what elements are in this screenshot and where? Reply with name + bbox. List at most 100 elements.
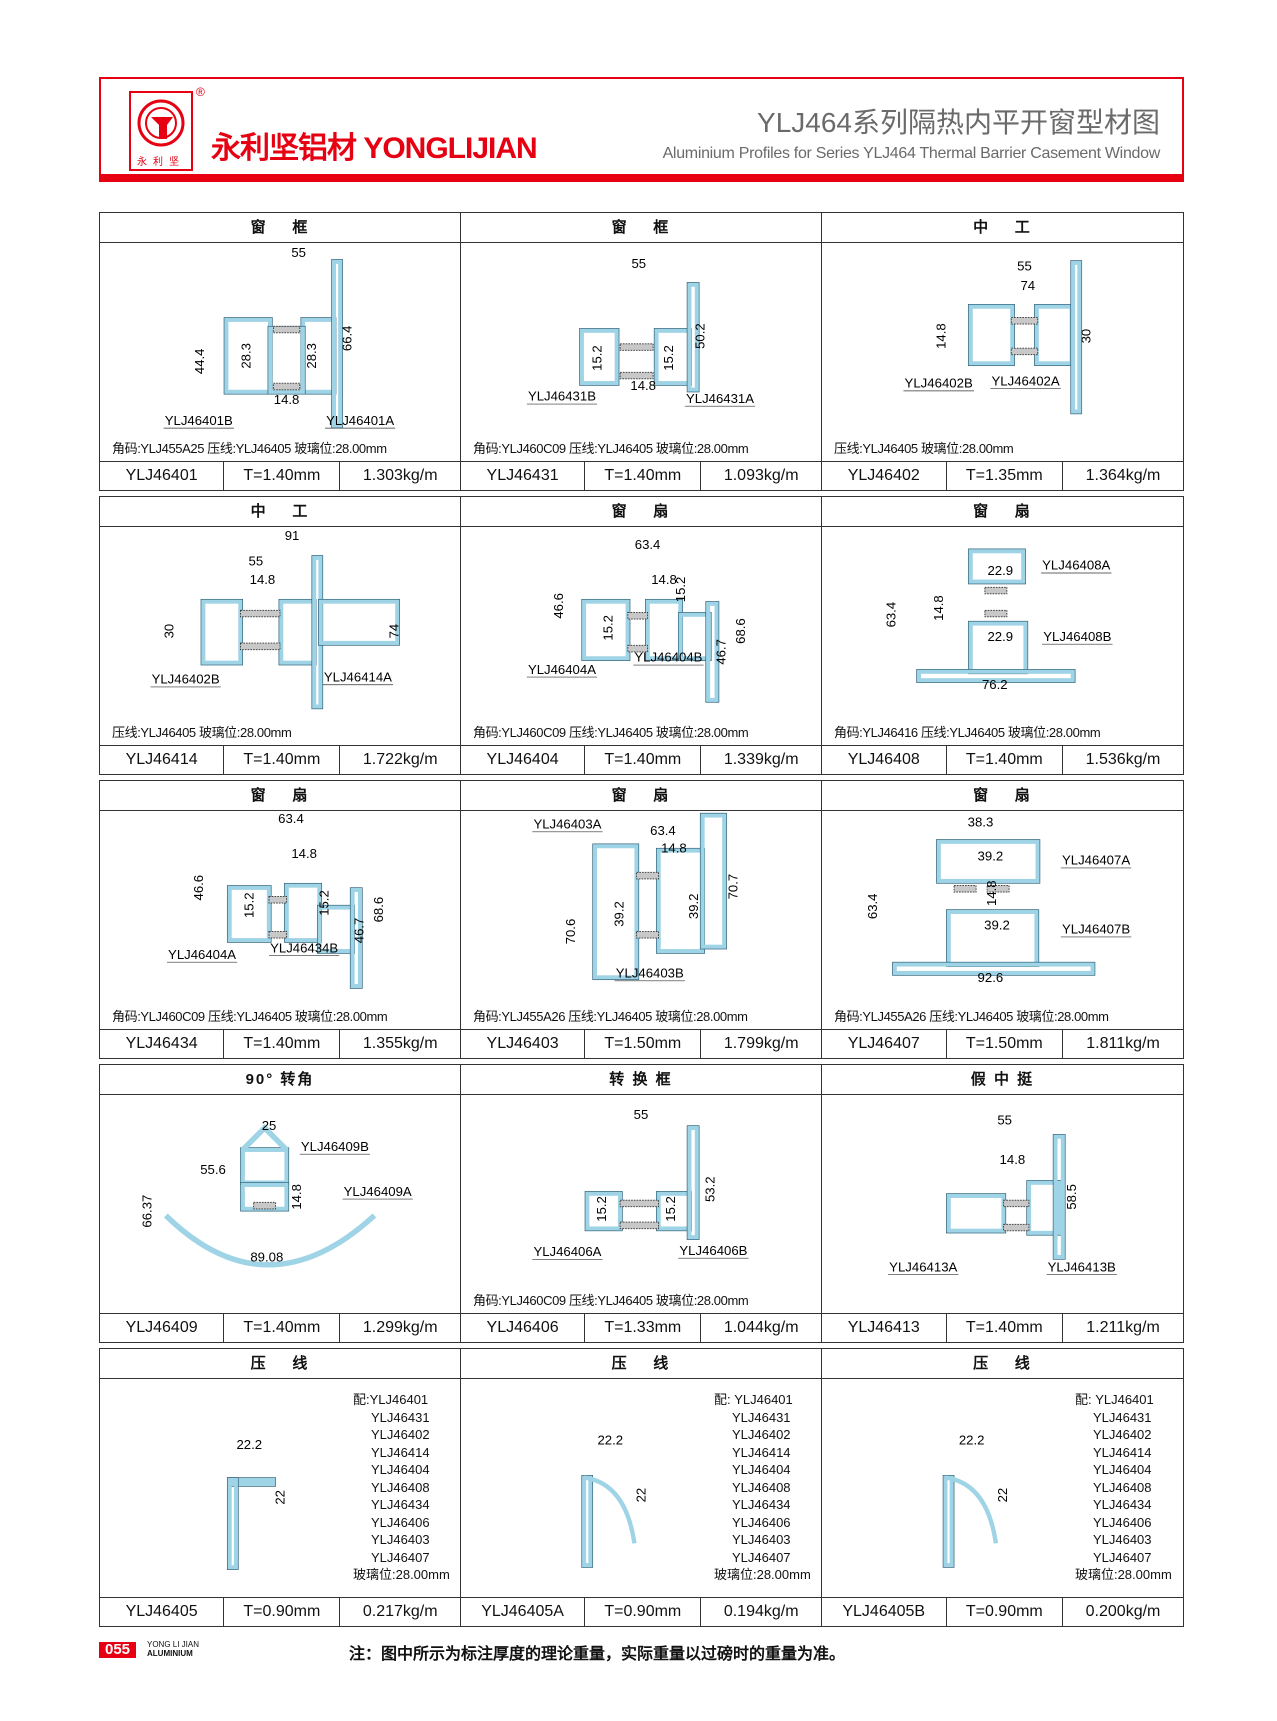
profile-weight: 1.299kg/m (362, 1319, 438, 1336)
compatible-profile: YLJ46404 (1092, 1462, 1152, 1477)
profile-cell: 窗 框 55 15.2 15.2 14.8 50.2 YLJ46431B YLJ46431A… (460, 213, 822, 490)
dimension-label: 70.7 (726, 874, 741, 900)
brand-name: 永利坚铝材 YONGLIJIAN (211, 132, 538, 165)
compatible-profile: YLJ46406 (371, 1514, 430, 1530)
profile-title: 压 线 (460, 1349, 821, 1379)
profile-title: 窗 框 (460, 213, 821, 243)
page-title: YLJ464系列隔热内平开窗型材图 Aluminium Profiles for… (662, 107, 1161, 162)
footer-note: 注：图中所示为标注厚度的理论重量，实际重量以过磅时的重量为准。 (349, 1646, 846, 1663)
profile-info-row: YLJ46403 T=1.50mm 1.799kg/m (460, 1029, 821, 1058)
profile-section (331, 259, 343, 429)
profile-apex (240, 1123, 289, 1152)
profile-drawing: 55 14.8 58.5 YLJ46413A YLJ46413B (888, 1113, 1117, 1275)
dimension-label: 91 (285, 528, 300, 543)
thermal-break-strip (984, 586, 1008, 595)
thermal-break-strip (619, 343, 654, 351)
profile-outline (705, 601, 720, 703)
profile-outline (278, 598, 317, 666)
dimension-label: 55 (291, 245, 306, 260)
profile-code: YLJ46405B (822, 1598, 947, 1626)
profile-thickness: T=1.40mm (224, 462, 341, 490)
profile-section (936, 839, 1040, 884)
profile-note: 压线:YLJ46405 玻璃位:28.00mm (833, 441, 1014, 456)
part-label: YLJ46414A (324, 669, 392, 684)
profile-info-row: YLJ46405A T=0.90mm 0.194kg/m (460, 1597, 821, 1626)
dimension-label: 68.6 (733, 618, 748, 644)
profile-drawing: 22.2 22 (581, 1433, 648, 1568)
profile-outline (686, 282, 700, 393)
profile-section (700, 813, 727, 950)
profile-info-row: YLJ46405 T=0.90mm 0.217kg/m (100, 1597, 460, 1626)
profile-cell: 窗 框 55 44.4 28.3 28.3 14.8 66.4 YLJ46401B YLJ46… (100, 213, 461, 490)
dimension-label: 14.8 (651, 572, 677, 587)
profile-cell: 窗 扇 63.4 14.8 70.7 39.2 39.2 70.6 YLJ46403A YLJ… (460, 781, 822, 1058)
dimension-label: 70.6 (563, 919, 578, 945)
part-label: YLJ46402B (905, 376, 973, 391)
profile-note: 角码:YLJ455A26 压线:YLJ46405 玻璃位:28.00mm (472, 1009, 748, 1024)
dimension-label: 28.3 (238, 343, 253, 369)
part-label: YLJ46431A (686, 391, 754, 406)
compatible-profile: YLJ46403 (371, 1532, 430, 1547)
compatible-profile: YLJ46414 (371, 1444, 430, 1460)
profile-section (350, 887, 363, 989)
compatible-profile: 玻璃位:28.00mm (1074, 1567, 1172, 1582)
profile-outline (686, 1125, 700, 1240)
part-label: YLJ46407B (1062, 922, 1130, 937)
profile-code: YLJ46406 (461, 1314, 586, 1342)
part-label: YLJ46407A (1062, 853, 1130, 868)
dimension-label: 15.2 (589, 345, 604, 371)
page-header: 永利坚 ® 永利坚铝材 YONGLIJIAN YLJ464系列隔热内平开窗型材图… (99, 77, 1184, 182)
dimension-label: 55 (249, 553, 264, 568)
profile-outline (1070, 260, 1083, 415)
dimension-label: 14.8 (931, 595, 946, 621)
dimension-label: 22 (633, 1488, 648, 1503)
dimension-label: 22.9 (987, 563, 1013, 578)
dimension-label: 46.7 (713, 639, 728, 665)
profile-thickness: T=0.90mm (224, 1598, 341, 1626)
thermal-break-strip (272, 325, 301, 334)
profile-thickness: T=1.40mm (224, 746, 341, 774)
profile-code: YLJ46405 (100, 1598, 225, 1626)
dimension-label: 66.4 (339, 326, 354, 352)
profile-weight: 1.044kg/m (723, 1319, 799, 1336)
profile-arc (163, 1213, 377, 1268)
profile-drawing: 55 44.4 28.3 28.3 14.8 66.4 YLJ46401B YLJ46401A (163, 245, 396, 429)
thermal-break-strip (619, 1199, 659, 1208)
compatible-profiles-list: 配:YLJ46401 YLJ46431 YLJ46402 YLJ46414 YLJ464… (353, 1391, 450, 1584)
profile-section (916, 669, 1076, 683)
profile-drawing-area: 55 14.8 58.5 YLJ46413A YLJ46413B (822, 1095, 1183, 1313)
dimension-label: 46.6 (191, 875, 206, 901)
thermal-break-strip (636, 931, 659, 939)
footer-brand: YONG LI JIAN ALUMINIUM (147, 1640, 200, 1658)
dimension-label: 63.4 (884, 602, 899, 628)
profile-weight: 1.339kg/m (723, 751, 799, 768)
dimension-label: 76.2 (982, 677, 1008, 692)
compatible-profile: 玻璃位:28.00mm (713, 1567, 811, 1582)
thermal-break-strip (240, 609, 281, 618)
dimension-label: 44.4 (192, 349, 207, 375)
profile-title: 中 工 (100, 497, 460, 527)
profile-cell: 转 换 框 55 53.2 15.2 15.2 YLJ46406A YLJ46406B 角码… (460, 1065, 822, 1342)
thermal-break-strip (636, 871, 659, 880)
dimension-label: 22 (272, 1490, 287, 1505)
dimension-label: 55 (631, 256, 646, 271)
compatible-profiles-list: 配: YLJ46401 YLJ46431 YLJ46402 YLJ46414 YLJ46… (1075, 1391, 1172, 1584)
profile-section (943, 1475, 955, 1568)
dimension-label: 63.4 (635, 537, 661, 552)
profile-code: YLJ46407 (822, 1030, 947, 1058)
profile-info-row: YLJ46407 T=1.50mm 1.811kg/m (821, 1029, 1183, 1058)
dimension-label: 15.2 (242, 892, 257, 918)
profile-curve (583, 1475, 637, 1544)
thermal-break-strip (253, 1201, 277, 1210)
profile-section (227, 885, 272, 943)
compatible-profile: YLJ46414 (731, 1444, 791, 1460)
profile-outline (581, 598, 631, 661)
profile-note: 角码:YLJ455A25 压线:YLJ46405 玻璃位:28.00mm (112, 441, 387, 456)
dimension-label: 68.6 (371, 897, 386, 923)
profile-outline (942, 1475, 955, 1568)
profile-outline (240, 1182, 290, 1212)
compatible-profile: YLJ46434 (1092, 1497, 1152, 1512)
profile-code: YLJ46405A (461, 1598, 586, 1626)
thermal-break-strip (240, 642, 281, 651)
dimension-label: 39.2 (686, 894, 701, 920)
